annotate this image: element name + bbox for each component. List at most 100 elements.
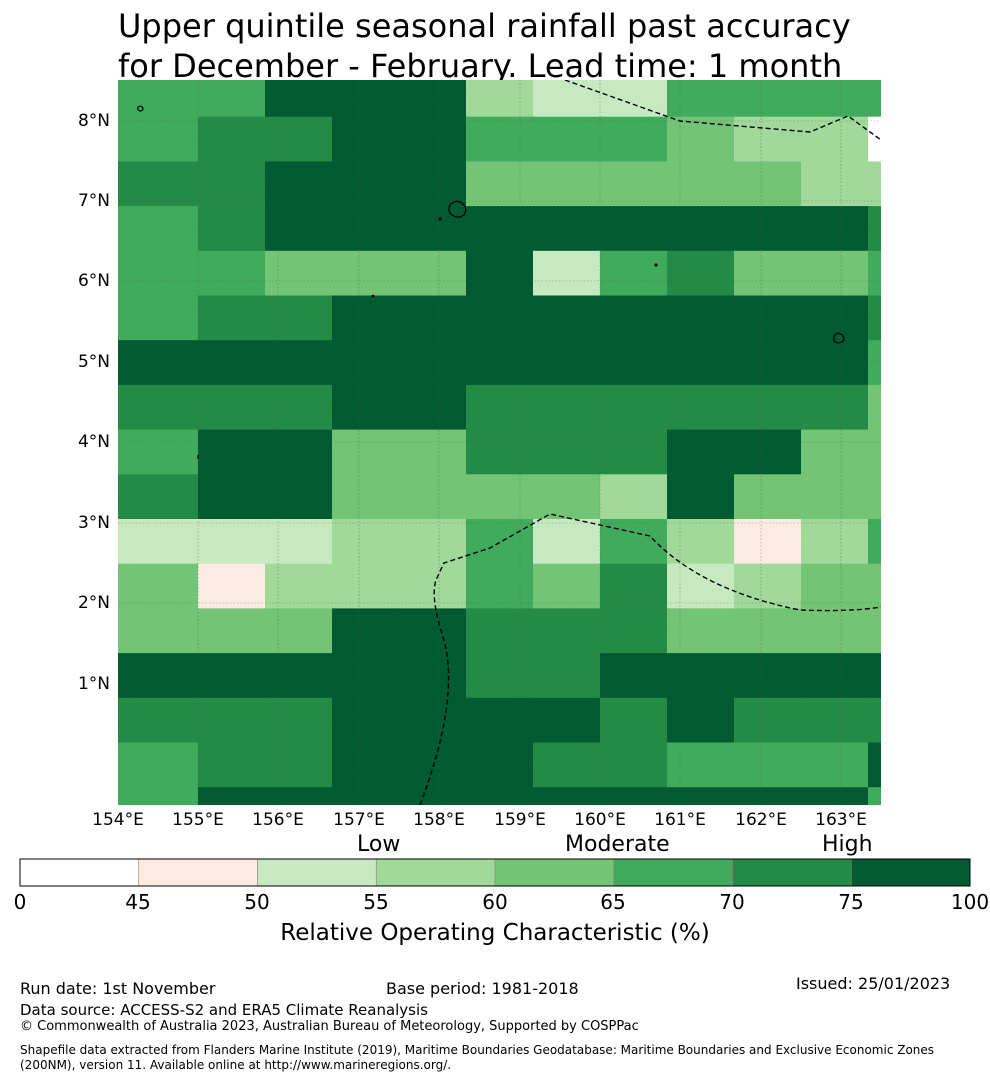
grid-cell [399, 630, 467, 654]
grid-cell [332, 317, 400, 341]
grid-cell [332, 496, 400, 520]
grid-cell [600, 451, 668, 475]
grid-cell [131, 161, 199, 185]
grid-cell [198, 742, 266, 766]
grid-cell [399, 362, 467, 386]
grid-cell [801, 94, 869, 118]
grid-cell [868, 340, 881, 364]
grid-cell [399, 720, 467, 744]
grid-cell [667, 720, 735, 744]
grid-cell [533, 653, 601, 677]
grid-cell [332, 474, 400, 498]
grid-cell [399, 340, 467, 364]
grid-cell [118, 206, 132, 230]
grid-cell [600, 742, 668, 766]
grid-cell [332, 206, 400, 230]
colorbar-tick: 60 [482, 890, 508, 914]
grid-cell [118, 340, 132, 364]
grid-cell [131, 429, 199, 453]
grid-cell [332, 161, 400, 185]
grid-cell [466, 250, 534, 274]
grid-cell [466, 675, 534, 699]
grid-cell [533, 340, 601, 364]
grid-cell [466, 474, 534, 498]
grid-cell [600, 630, 668, 654]
grid-cell [399, 407, 467, 431]
grid-cell [734, 697, 802, 721]
grid-cell [801, 496, 869, 520]
grid-cell [118, 429, 132, 453]
grid-cell [198, 94, 266, 118]
grid-cell [198, 340, 266, 364]
grid-cell [118, 384, 132, 408]
grid-cell [801, 541, 869, 565]
grid-cell [533, 384, 601, 408]
grid-cell [198, 429, 266, 453]
grid-cell [533, 362, 601, 386]
lon-label: 154°E [92, 810, 144, 830]
grid-cell [667, 250, 735, 274]
grid-cell [734, 496, 802, 520]
grid-cell [667, 362, 735, 386]
grid-cell [118, 80, 132, 95]
grid-cell [131, 80, 199, 95]
colorbar-tick: 70 [719, 890, 745, 914]
lat-label: 1°N [77, 674, 110, 694]
grid-cell [533, 697, 601, 721]
grid-cell [118, 764, 132, 788]
grid-cell [118, 630, 132, 654]
grid-cell [466, 720, 534, 744]
grid-cell [332, 675, 400, 699]
grid-cell [399, 653, 467, 677]
grid-cell [466, 764, 534, 788]
grid-cell [332, 139, 400, 162]
grid-cell [801, 161, 869, 185]
grid-cell [131, 139, 199, 162]
grid-cell [533, 94, 601, 118]
grid-cell [667, 653, 735, 677]
grid-cell [466, 407, 534, 431]
grid-cell [131, 228, 199, 252]
grid-cell [265, 317, 333, 341]
grid-cell [667, 742, 735, 766]
grid-cell [801, 608, 869, 632]
grid-cell [118, 541, 132, 565]
colorbar-swatch [257, 858, 377, 887]
grid-cell [868, 496, 881, 520]
grid-cell [533, 161, 601, 185]
grid-cell [801, 407, 869, 431]
grid-cell [198, 80, 266, 95]
legend-level-low: Low [357, 832, 401, 857]
grid-cell [801, 340, 869, 364]
lat-label: 4°N [77, 432, 110, 452]
grid-cell [118, 228, 132, 252]
grid-cell [265, 653, 333, 677]
grid-cell [198, 362, 266, 386]
grid-cell [265, 139, 333, 162]
grid-cell [667, 94, 735, 118]
grid-cell [265, 429, 333, 453]
grid-cell [801, 697, 869, 721]
lon-label: 162°E [735, 810, 787, 830]
grid-cell [801, 586, 869, 609]
lat-label: 2°N [77, 593, 110, 613]
grid-cell [265, 80, 333, 95]
grid-cell [332, 787, 400, 805]
grid-cell [667, 764, 735, 788]
grid-cell [868, 295, 881, 319]
grid-cell [868, 429, 881, 453]
grid-cell [265, 697, 333, 721]
grid-cell [868, 317, 881, 341]
grid-cell [265, 384, 333, 408]
data-source: Data source: ACCESS-S2 and ERA5 Climate … [20, 1001, 428, 1019]
grid-cell [265, 474, 333, 498]
colorbar-swatch [613, 858, 733, 887]
grid-cell [734, 429, 802, 453]
grid-cell [801, 474, 869, 498]
grid-cell [667, 541, 735, 565]
grid-cell [118, 116, 132, 140]
grid-cell [466, 116, 534, 140]
grid-cell [118, 317, 132, 341]
grid-cell [466, 206, 534, 230]
